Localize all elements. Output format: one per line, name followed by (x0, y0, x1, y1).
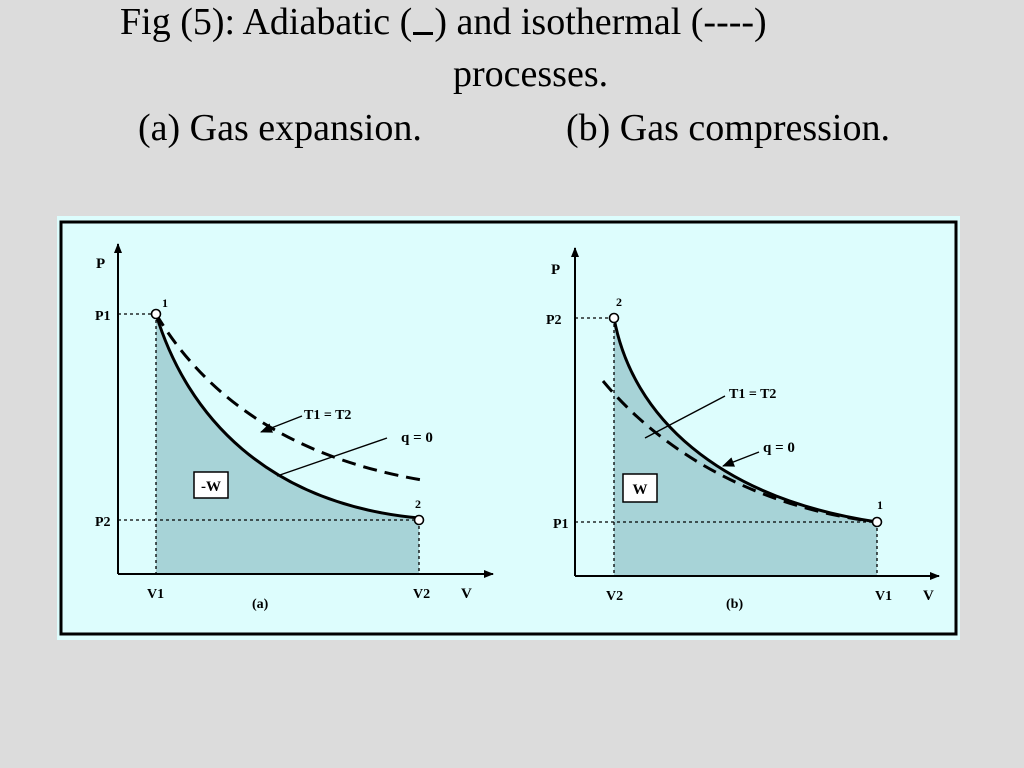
label-isothermal-a: T1 = T2 (304, 408, 351, 423)
panel-border (59, 220, 958, 636)
isothermal-pointer-b (644, 395, 726, 439)
label-point-end-b: 1 (877, 498, 883, 512)
diagram-b: P V P2 P1 V2 V1 2 1 T1 = T2 q = 0 W (b) (546, 247, 940, 612)
label-adiabatic-b: q = 0 (763, 440, 795, 456)
adiabatic-solid-line-icon (412, 0, 434, 35)
caption-line-1-prefix: Fig (5): Adiabatic ( (120, 1, 413, 43)
axis-label-p-a: P (96, 256, 105, 272)
caption-part-a: (a) Gas expansion. (138, 107, 422, 149)
label-point-start-b: 2 (616, 295, 622, 309)
pv-diagrams: P V P1 P2 V1 V2 1 2 T1 = T2 q = 0 -W (a) (59, 220, 958, 636)
label-point-start-a: 1 (162, 296, 168, 310)
label-p-low-b: P1 (553, 517, 569, 532)
label-work-b: W (633, 482, 648, 498)
label-v-start-a: V1 (147, 587, 164, 602)
caption-part-b: (b) Gas compression. (566, 107, 890, 149)
label-p-high-b: P2 (546, 313, 562, 328)
work-box-a (193, 471, 229, 499)
adiabatic-pointer-b (722, 451, 760, 467)
work-box-b (622, 473, 658, 503)
axis-label-p-b: P (551, 262, 560, 278)
diagram-a: P V P1 P2 V1 V2 1 2 T1 = T2 q = 0 -W (a) (95, 243, 494, 612)
work-area-a (156, 314, 419, 574)
sub-label-b: (b) (726, 597, 743, 612)
state-point-end-a (413, 514, 425, 526)
axis-label-v-b: V (923, 588, 934, 604)
adiabatic-curve-a (154, 313, 420, 520)
state-point-start-b (608, 312, 620, 324)
diagram-panel: P V P1 P2 V1 V2 1 2 T1 = T2 q = 0 -W (a) (57, 216, 960, 640)
label-v-end-a: V2 (413, 587, 430, 602)
isothermal-curve-a (154, 313, 423, 482)
label-adiabatic-a: q = 0 (401, 430, 433, 446)
label-v-end-b: V1 (875, 589, 892, 604)
caption-line-1: Fig (5): Adiabatic ( ) and isothermal (--… (120, 0, 767, 44)
label-point-end-a: 2 (415, 497, 421, 511)
isothermal-pointer-a (260, 415, 303, 433)
work-area-b (614, 318, 877, 576)
adiabatic-pointer-a (276, 437, 388, 477)
label-p-low-a: P2 (95, 515, 111, 530)
caption-line-1-suffix: ) and isothermal (----) (434, 1, 767, 43)
figure-caption: Fig (5): Adiabatic ( ) and isothermal (--… (0, 0, 1024, 190)
label-p-high-a: P1 (95, 309, 111, 324)
state-point-start-a (150, 308, 162, 320)
adiabatic-curve-b (612, 317, 878, 524)
state-point-end-b (871, 516, 883, 528)
caption-line-2: processes. (453, 53, 609, 95)
label-v-start-b: V2 (606, 589, 623, 604)
label-work-a: -W (201, 479, 221, 495)
label-isothermal-b: T1 = T2 (729, 387, 776, 402)
axis-label-v-a: V (461, 586, 472, 602)
sub-label-a: (a) (252, 597, 269, 612)
